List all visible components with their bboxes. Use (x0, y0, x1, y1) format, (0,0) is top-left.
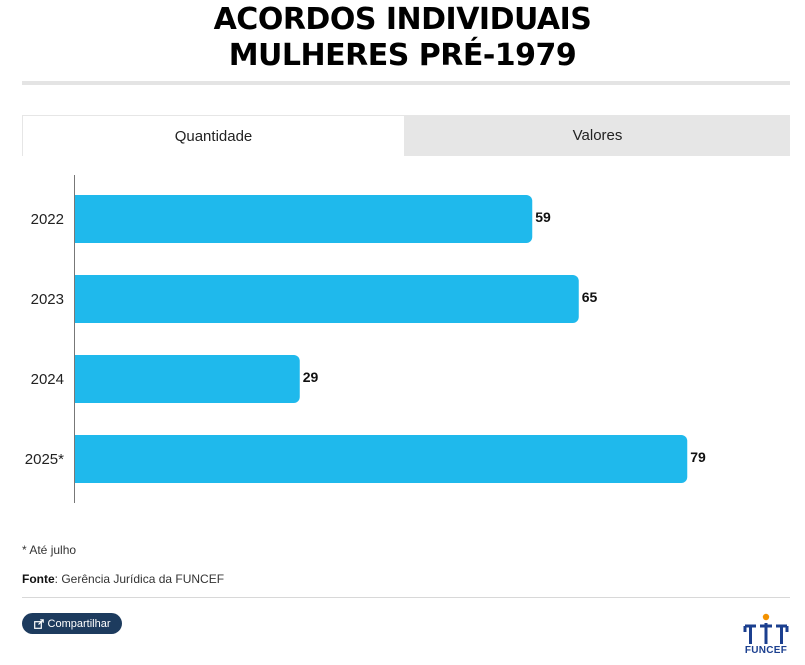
category-label-2022: 2022 (31, 211, 64, 228)
chart-title-line-2: MULHERES PRÉ-1979 (228, 38, 577, 73)
footnote: * Até julho (22, 543, 77, 557)
bar-2022[interactable] (75, 195, 533, 243)
bar-2024[interactable] (75, 355, 300, 403)
bar-chart: 2022 59 2023 65 2024 29 2025* 79 (25, 175, 706, 503)
value-label-2023: 65 (582, 289, 598, 305)
source-label: Fonte (22, 572, 55, 586)
funcef-logo-text: FUNCEF (744, 645, 788, 656)
category-label-2023: 2023 (31, 291, 64, 308)
title-divider (22, 81, 790, 85)
value-label-2022: 59 (535, 209, 551, 225)
value-label-2025: 79 (690, 449, 706, 465)
funcef-logo: FUNCEF (742, 612, 790, 660)
bar-2023[interactable] (75, 275, 579, 323)
tab-bar: Quantidade Valores (22, 115, 790, 156)
bar-base-2022 (75, 195, 83, 243)
bar-base-2023 (75, 275, 83, 323)
footer-divider (22, 597, 790, 598)
chart-title-line-1: ACORDOS INDIVIDUAIS (213, 2, 592, 37)
share-button-label: Compartilhar (47, 617, 111, 630)
category-label-2025: 2025* (25, 451, 64, 468)
share-icon (33, 618, 44, 629)
tab-valores[interactable]: Valores (405, 115, 790, 156)
source-note: Fonte: Gerência Jurídica da FUNCEF (22, 572, 224, 586)
bar-2025[interactable] (75, 435, 688, 483)
value-label-2024: 29 (303, 369, 319, 385)
chart-title: ACORDOS INDIVIDUAIS MULHERES PRÉ-1979 (0, 2, 805, 74)
bar-base-2024 (75, 355, 83, 403)
bar-base-2025 (75, 435, 83, 483)
tab-quantidade[interactable]: Quantidade (22, 115, 405, 156)
category-label-2024: 2024 (31, 371, 64, 388)
share-button[interactable]: Compartilhar (22, 613, 122, 634)
funcef-logo-icon (743, 613, 789, 644)
source-text: : Gerência Jurídica da FUNCEF (54, 572, 225, 586)
